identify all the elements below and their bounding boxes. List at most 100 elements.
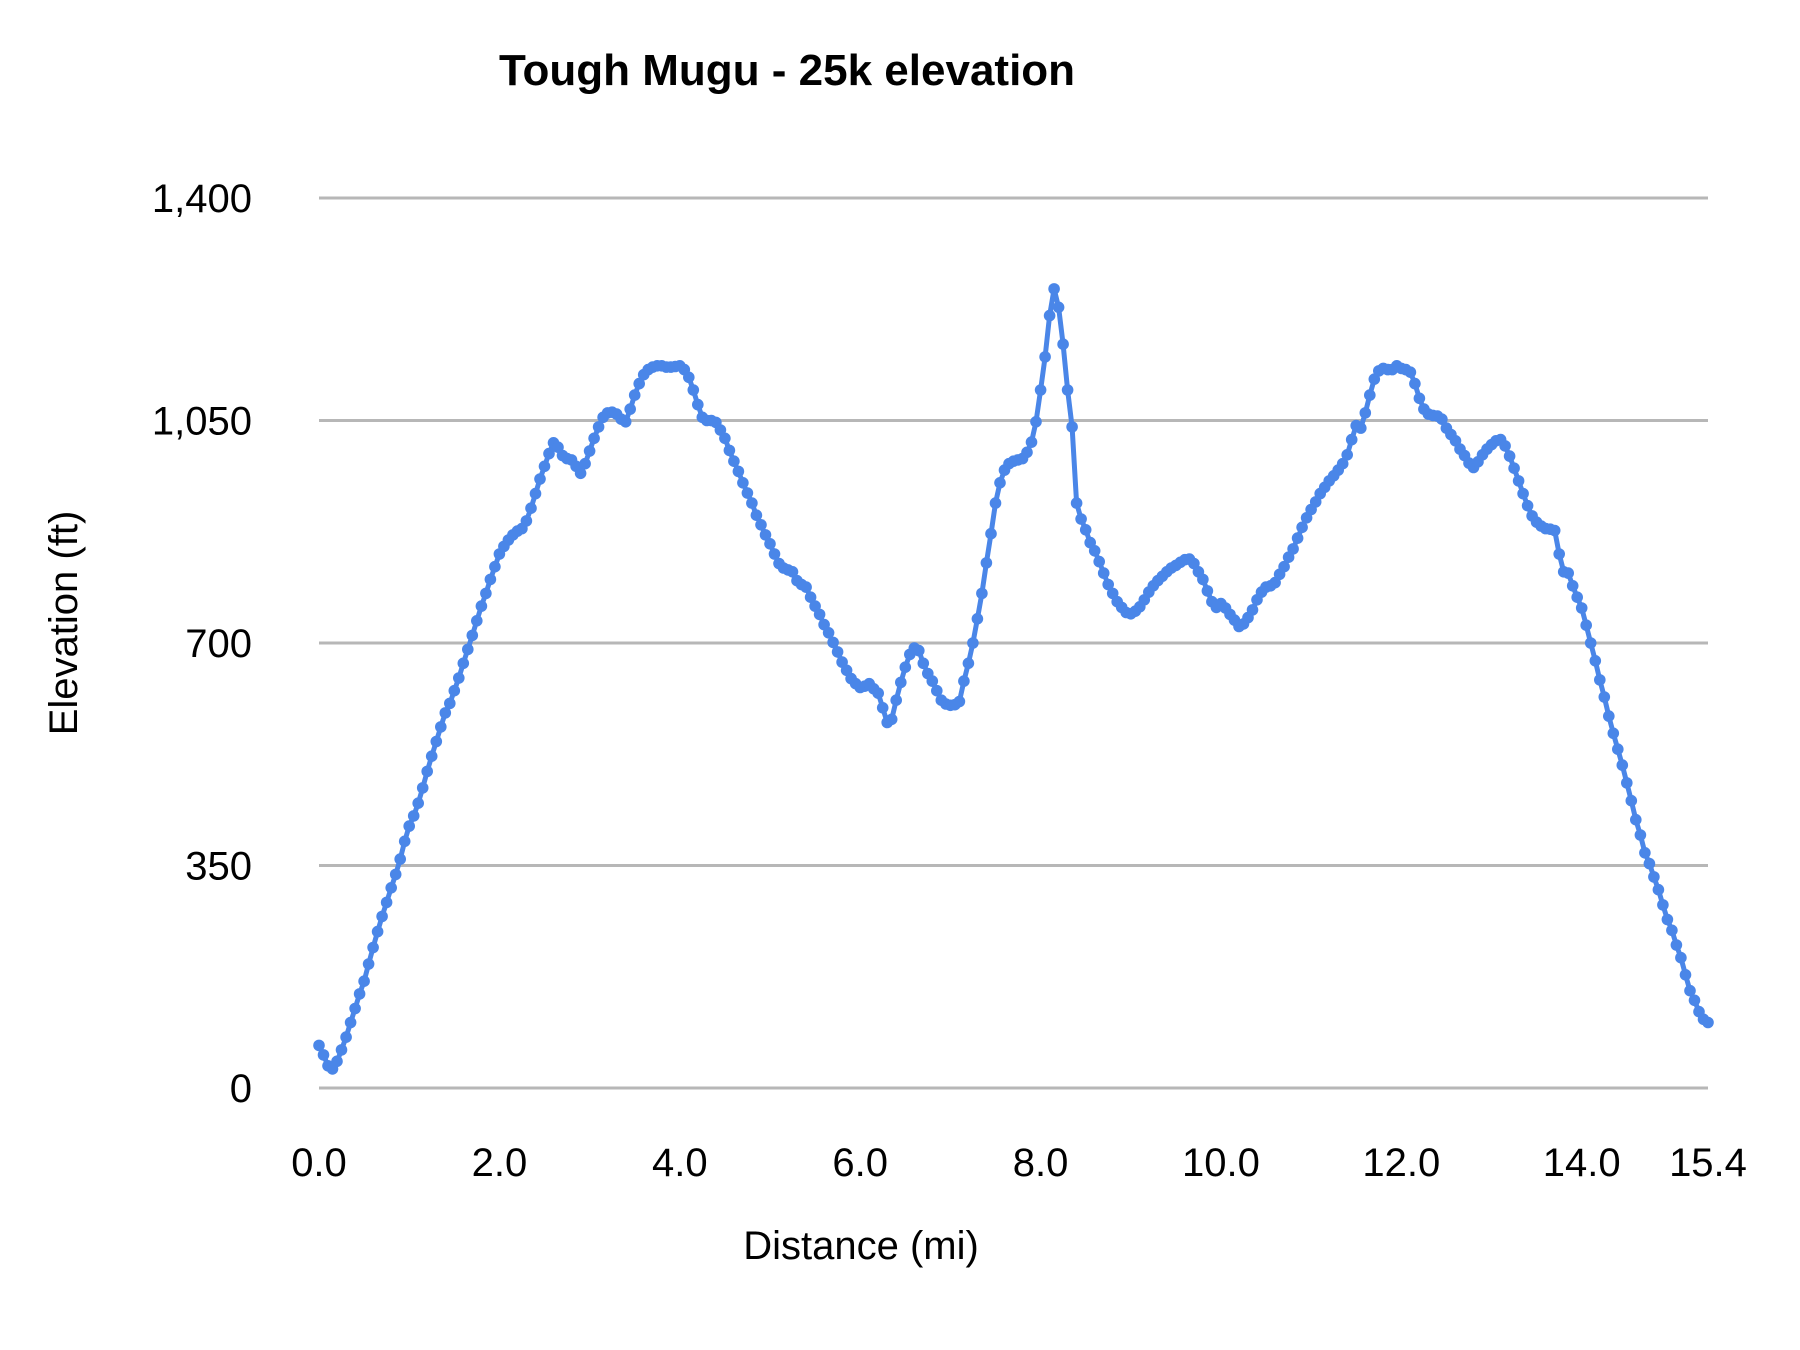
data-point-marker [1093, 555, 1105, 568]
data-point-marker [1666, 924, 1678, 937]
data-point-marker [453, 672, 465, 684]
data-point-marker [746, 497, 758, 509]
data-point-marker [1413, 392, 1426, 405]
data-point-marker [543, 447, 555, 460]
data-point-marker [1345, 433, 1358, 446]
data-point-marker [962, 657, 975, 670]
x-axis-title: Distance (mi) [743, 1224, 979, 1268]
data-point-marker [1702, 1016, 1714, 1029]
data-point-marker [592, 421, 605, 433]
data-point-marker [827, 636, 839, 649]
y-axis-tick-labels: 0 350 700 1,050 1,400 [152, 177, 252, 1111]
data-point-marker [1512, 475, 1525, 487]
data-point-marker [958, 675, 970, 687]
data-point-marker [1030, 416, 1042, 428]
data-point-marker [876, 702, 889, 714]
data-point-marker [1571, 591, 1583, 603]
data-point-marker [1621, 777, 1633, 789]
data-point-marker [416, 782, 429, 794]
data-point-marker [1517, 487, 1529, 500]
data-point-marker [872, 687, 884, 699]
data-point-marker [1291, 532, 1304, 544]
elevation-series-line [316, 286, 1711, 1072]
data-point-marker [1657, 899, 1669, 911]
data-point-marker [1296, 521, 1308, 534]
data-point-marker [1079, 524, 1092, 536]
data-point-marker [1612, 743, 1624, 755]
data-point-marker [439, 707, 452, 719]
data-point-marker [1052, 301, 1065, 314]
data-point-marker [425, 750, 438, 762]
chart-title: Tough Mugu - 25k elevation [498, 46, 1076, 95]
data-point-marker [1436, 413, 1448, 426]
elevation-series-markers [313, 283, 1714, 1075]
data-point-marker [980, 557, 993, 569]
data-point-marker [1688, 994, 1701, 1007]
data-point-marker [764, 538, 776, 550]
data-point-marker [1675, 951, 1687, 964]
data-point-marker [1589, 655, 1602, 667]
y-tick-label: 1,400 [152, 177, 252, 221]
y-tick-label: 350 [185, 845, 252, 889]
data-point-marker [633, 377, 645, 390]
data-point-marker [1039, 351, 1051, 363]
data-point-marker [624, 403, 636, 415]
data-point-marker [1278, 560, 1290, 573]
data-point-marker [750, 509, 763, 521]
data-point-marker [1584, 637, 1597, 649]
y-tick-label: 0 [230, 1067, 252, 1111]
data-point-marker [448, 684, 461, 697]
data-point-marker [1503, 450, 1516, 462]
data-point-marker [367, 941, 379, 954]
data-point-marker [475, 600, 488, 612]
data-point-marker [1102, 578, 1114, 591]
data-point-marker [574, 467, 587, 480]
data-point-marker [389, 868, 402, 881]
data-point-marker [619, 416, 632, 428]
data-point-marker [466, 629, 479, 642]
data-point-marker [1088, 545, 1101, 557]
data-point-marker [1652, 883, 1665, 896]
x-tick-label: 2.0 [472, 1141, 528, 1185]
data-point-marker [831, 646, 844, 658]
data-point-marker [380, 896, 393, 909]
data-point-marker [804, 591, 817, 603]
data-point-marker [1201, 585, 1214, 597]
data-point-marker [913, 644, 925, 657]
y-axis-title: Elevation (ft) [42, 510, 86, 736]
data-point-marker [1598, 691, 1611, 703]
data-point-marker [1548, 524, 1561, 537]
data-point-marker [1625, 794, 1638, 807]
data-point-marker [967, 637, 979, 649]
data-point-marker [538, 460, 551, 473]
data-point-marker [1603, 710, 1615, 722]
x-tick-label: 6.0 [832, 1141, 888, 1185]
data-point-marker [1684, 984, 1696, 997]
data-point-marker [317, 1049, 330, 1061]
data-point-marker [728, 455, 740, 468]
data-point-marker [1066, 421, 1078, 433]
data-point-marker [1670, 939, 1683, 951]
data-point-marker [471, 615, 483, 627]
data-point-marker [398, 835, 411, 848]
data-point-marker [335, 1044, 348, 1056]
data-point-marker [985, 527, 997, 540]
data-point-marker [407, 810, 420, 822]
data-point-marker [1616, 759, 1629, 771]
data-point-marker [1070, 497, 1083, 509]
data-point-marker [1043, 309, 1056, 322]
x-tick-label: 12.0 [1362, 1141, 1440, 1185]
data-point-marker [800, 581, 812, 593]
data-point-marker [457, 657, 470, 670]
data-point-marker [732, 465, 745, 478]
data-point-marker [1336, 457, 1349, 470]
data-point-marker [340, 1031, 352, 1043]
data-point-marker [917, 657, 930, 670]
data-point-marker [484, 573, 497, 586]
data-point-marker [353, 988, 366, 1000]
data-point-marker [926, 675, 939, 687]
data-point-marker [899, 661, 912, 673]
data-point-marker [1246, 604, 1259, 616]
